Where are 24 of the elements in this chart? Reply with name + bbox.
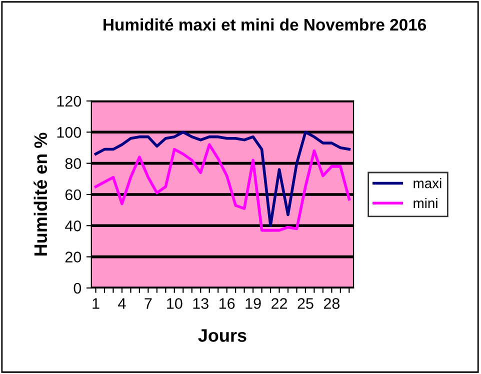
x-tick-label: 7 xyxy=(144,298,152,309)
y-tick-label: 0 xyxy=(74,282,82,294)
x-tick-label: 1 xyxy=(92,298,100,309)
x-tick-label: 25 xyxy=(298,298,314,309)
y-tick-label: 80 xyxy=(65,158,82,169)
line-series xyxy=(94,130,351,228)
x-tick-label: 28 xyxy=(324,298,340,309)
y-tick-label: 40 xyxy=(65,220,82,232)
y-axis-title: Humidité en % xyxy=(34,132,48,256)
y-tick-label: 120 xyxy=(57,96,82,107)
y-tick-label: 20 xyxy=(65,252,82,262)
x-tick-label: 4 xyxy=(118,298,126,309)
chart-title: Humidité maxi et mini de Novembre 2016 xyxy=(104,18,426,31)
x-tick-label: 13 xyxy=(193,298,208,309)
x-axis-title: Jours xyxy=(198,329,246,342)
x-tick-label: 10 xyxy=(167,298,182,309)
line-series xyxy=(94,143,351,232)
y-tick-label: 60 xyxy=(65,189,82,200)
x-tick-label: 22 xyxy=(272,298,287,309)
x-tick-label: 19 xyxy=(246,298,261,309)
x-tick-label: 16 xyxy=(220,298,235,309)
legend-label: maxi xyxy=(414,178,442,188)
y-tick-label: 100 xyxy=(57,127,82,138)
legend-label: mini xyxy=(414,198,438,208)
